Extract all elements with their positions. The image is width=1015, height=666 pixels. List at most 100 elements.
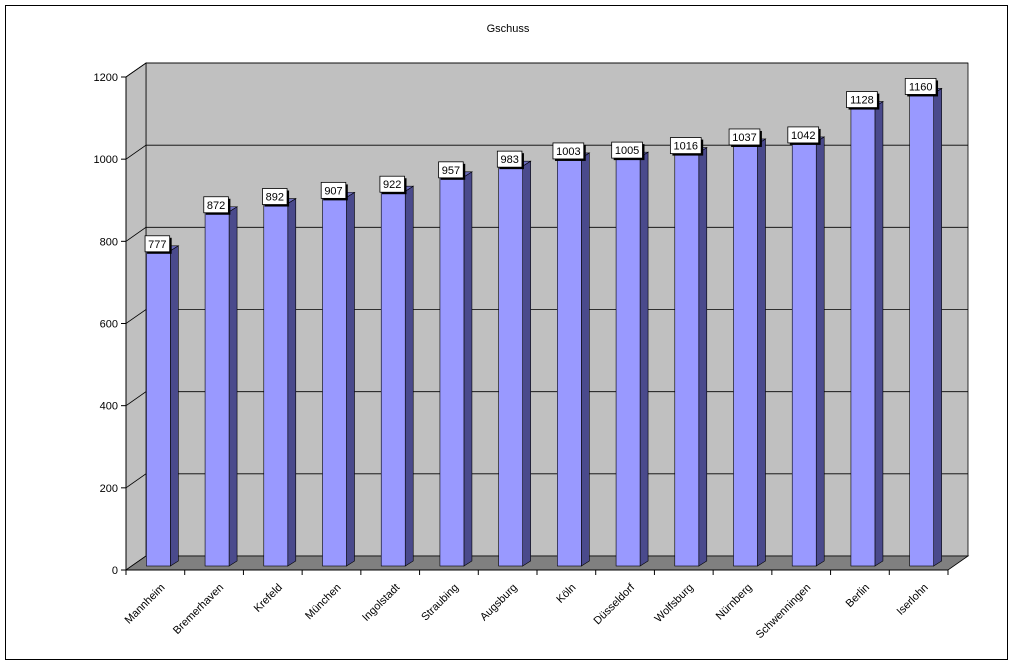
- bar: [849, 101, 884, 567]
- bar-front: [204, 211, 230, 567]
- bar: [908, 87, 943, 567]
- bar-front: [498, 165, 523, 567]
- y-tick-label: 200: [100, 483, 118, 495]
- bar-front: [439, 176, 465, 567]
- bar: [673, 147, 708, 567]
- data-label-text: 1016: [674, 141, 698, 153]
- x-tick-label: Düsseldorf: [592, 581, 638, 627]
- bar-front: [380, 190, 406, 567]
- bar: [497, 160, 532, 567]
- x-tick-label: Berlin: [844, 582, 872, 610]
- bar: [145, 245, 180, 567]
- x-tick-label: Iserlohn: [895, 582, 931, 618]
- bar-front: [791, 141, 817, 567]
- data-label: 872: [203, 196, 231, 215]
- y-tick-label: 1200: [94, 72, 118, 84]
- data-label-text: 872: [207, 200, 225, 212]
- data-label-text: 957: [442, 165, 460, 177]
- bar-front: [322, 197, 347, 567]
- chart-title: Gschuss: [487, 23, 530, 35]
- x-tick-label: Straubing: [419, 582, 461, 624]
- gridline: [125, 62, 968, 78]
- y-tick-label: 1000: [94, 154, 118, 166]
- bar-front: [674, 152, 700, 567]
- bar-side: [933, 87, 942, 567]
- data-label-text: 1005: [615, 145, 639, 157]
- bar-side: [698, 147, 708, 567]
- plot-wall: [124, 62, 970, 571]
- x-tick-label: Mannheim: [123, 582, 168, 627]
- bar-side: [404, 185, 414, 567]
- y-axis-ticks: 0 200 400 600 800 1000 1200: [94, 72, 126, 577]
- data-label-box: [552, 142, 585, 160]
- data-label: 957: [438, 161, 466, 180]
- data-label-box: [203, 196, 229, 214]
- bar: [438, 171, 473, 567]
- data-label: 892: [262, 188, 290, 207]
- data-label: 983: [496, 150, 524, 170]
- data-label: 777: [144, 235, 172, 254]
- bar-side: [346, 191, 355, 567]
- bar-front: [909, 93, 934, 567]
- data-label: 1003: [552, 142, 586, 161]
- data-label-box: [728, 128, 761, 146]
- x-tick-label: München: [303, 582, 343, 622]
- bar-front: [615, 156, 641, 567]
- data-label-box: [846, 91, 878, 108]
- x-axis-ticks: Mannheim Bremerhaven Krefeld München Ingolst…: [123, 570, 949, 642]
- data-label-box: [611, 141, 643, 159]
- x-tick-label: Bremerhaven: [171, 582, 226, 637]
- data-label-text: 922: [383, 179, 401, 191]
- data-label-box: [438, 161, 464, 179]
- data-label: 1128: [846, 91, 880, 110]
- data-label-box: [262, 188, 288, 205]
- data-label-text: 907: [324, 185, 342, 197]
- data-label: 922: [379, 175, 407, 195]
- y-tick-label: 0: [112, 565, 118, 577]
- bar: [732, 138, 767, 567]
- bar: [204, 206, 239, 567]
- data-label-text: 1128: [850, 95, 874, 107]
- bar-side: [581, 152, 590, 567]
- bar-front: [557, 157, 582, 567]
- bar: [262, 197, 297, 567]
- x-tick-label: Schwenningen: [754, 582, 814, 642]
- bar: [791, 136, 826, 567]
- bar-side: [522, 160, 531, 567]
- bar-side: [287, 197, 297, 567]
- data-label-text: 1042: [791, 130, 815, 142]
- bar: [615, 151, 650, 567]
- data-label-text: 1003: [556, 146, 580, 158]
- bar-side: [757, 138, 766, 567]
- data-label-box: [496, 150, 523, 168]
- y-tick-label: 600: [100, 319, 118, 331]
- bar-side: [228, 206, 238, 567]
- data-label: 1037: [728, 128, 762, 147]
- x-tick-label: Krefeld: [252, 582, 285, 615]
- data-label-box: [669, 137, 702, 154]
- data-label: 907: [320, 181, 348, 201]
- data-label: 1016: [669, 137, 704, 156]
- bar-side: [170, 245, 179, 567]
- bar-front: [146, 250, 171, 567]
- bar: [380, 185, 415, 567]
- data-label-box: [320, 181, 347, 199]
- x-tick-label: Wolfsburg: [653, 582, 696, 625]
- data-label-box: [379, 175, 405, 193]
- floor: [124, 555, 970, 571]
- bar-side: [463, 171, 473, 567]
- data-label-text: 983: [500, 154, 518, 166]
- data-labels: 777 872 892 907 922 957 983 1003 1005 1016 1037 104…: [144, 78, 939, 254]
- bar-side: [639, 151, 649, 567]
- data-label: 1005: [611, 141, 645, 161]
- data-label-text: 1160: [909, 81, 933, 93]
- y-tick-label: 800: [100, 236, 118, 248]
- bar: [321, 191, 356, 567]
- bar: [556, 152, 591, 567]
- bar-front: [733, 143, 758, 567]
- bar-side: [874, 101, 884, 567]
- data-label: 1042: [787, 126, 821, 145]
- x-tick-label: Augsburg: [478, 582, 520, 624]
- data-label-box: [144, 235, 171, 253]
